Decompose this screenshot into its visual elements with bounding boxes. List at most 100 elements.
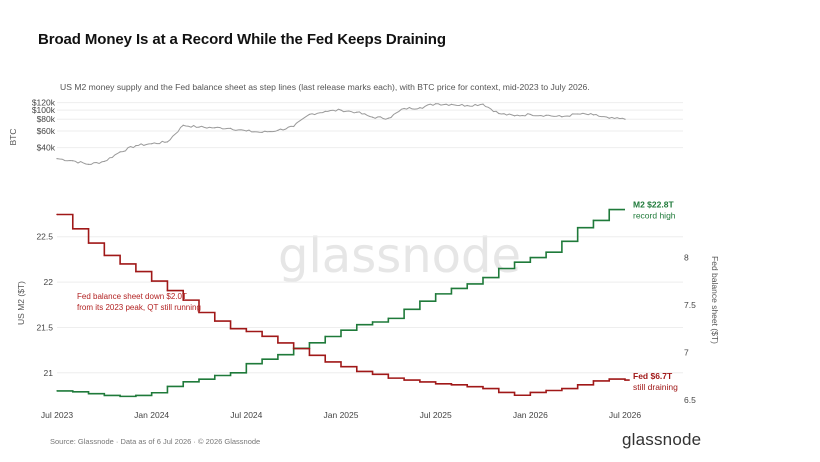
m2-tick-label: 21.5 [36,322,53,332]
x-tick-label: Jan 2026 [513,410,548,420]
fed-tick-label: 7 [684,347,689,357]
btc-point [56,158,58,160]
btc-point [450,103,453,106]
fed-point [340,366,342,368]
m2-point [419,300,421,302]
fed-point [150,280,153,282]
m2-tick-label: 22.5 [36,232,53,242]
m2-tick-label: 22 [44,277,54,287]
fed-annotation-line2: from its 2023 peak, QT still running [77,303,201,312]
btc-axis-title: BTC [8,129,18,146]
fed-point [450,384,453,386]
m2-point [466,283,468,285]
btc-point [545,114,547,116]
fed-point [198,311,200,314]
btc-point [466,104,468,107]
btc-point [166,141,169,143]
m2-point [150,392,153,394]
series-layer [56,103,630,398]
x-tick-label: Jan 2025 [324,410,359,420]
btc-point [387,117,389,119]
fed-end-label: Fed $6.7T [633,371,673,381]
x-tick-label: Jul 2026 [609,410,641,420]
fed-tick-label: 7.5 [684,300,696,310]
fed-step-line [57,213,630,397]
m2-point [166,385,169,388]
chart-subtitle: US M2 money supply and the Fed balance s… [60,82,590,92]
m2-point [561,240,563,242]
fed-point [277,342,279,344]
btc-point [198,126,200,128]
btc-point [214,127,216,129]
btc-price-line [56,103,626,165]
btc-point [277,129,279,131]
btc-tick-label: $60k [37,126,56,136]
m2-end-note: record high [633,211,676,221]
btc-point [119,151,121,153]
btc-point [135,144,137,147]
fed-point [434,383,437,385]
grid-lines [57,102,683,374]
fed-point [561,387,563,390]
m2-axis-title: US M2 ($T) [16,281,26,325]
btc-point [592,114,595,116]
btc-point [72,160,74,162]
m2-point [56,390,58,392]
m2-point [545,251,547,253]
fed-point [403,379,405,381]
fed-point [466,385,468,388]
page-title: Broad Money Is at a Record While the Fed… [38,31,446,48]
btc-tick-label: $120k [32,98,56,108]
fed-point [513,394,516,396]
m2-point [261,358,263,360]
fed-point [166,289,169,292]
source-note: Source: Glassnode · Data as of 6 Jul 202… [50,437,261,446]
btc-point [624,118,626,120]
fed-point [529,391,532,394]
m2-point [119,395,121,398]
x-axis: Jul 2023 Jan 2024 Jul 2024 Jan 2025 Jul 2025… [41,410,641,420]
fed-point [545,389,547,392]
btc-point [340,109,342,111]
fed-point [214,320,216,322]
m2-point [576,226,579,229]
m2-point [592,219,595,222]
fed-tick-label: 8 [684,252,689,262]
fed-tick-label: 6.5 [684,395,696,405]
m2-point [482,276,484,279]
fed-point [498,391,500,394]
btc-tick-label: $80k [37,114,56,124]
m2-point [277,353,279,356]
fed-point [608,378,610,380]
btc-point [498,112,500,115]
btc-point [561,116,563,118]
x-tick-label: Jul 2024 [230,410,262,420]
btc-point [371,116,374,118]
btc-point [356,111,358,113]
btc-y-axis: $40k $60k $80k$100k$120k BTC [8,98,56,153]
m2-point [450,287,453,290]
m2-point [387,317,390,320]
btc-point [87,163,90,165]
m2-point [198,378,200,380]
m2-point [403,308,405,311]
m2-tick-label: 21 [44,368,54,378]
btc-point [261,131,263,133]
fed-point [624,379,626,381]
m2-point [529,256,532,259]
btc-point [529,113,531,116]
fed-axis-title: Fed balance sheet ($T) [710,256,720,344]
m2-point [229,372,232,374]
fed-point [245,330,248,333]
fed-point [72,228,74,230]
m2-point [135,394,137,397]
btc-point [419,107,421,109]
fed-point [356,370,358,373]
x-tick-label: Jan 2024 [134,410,169,420]
fed-annotation-line1: Fed balance sheet down $2.0T [77,292,187,301]
m2-point [608,208,610,211]
btc-point [435,103,437,105]
fed-point [482,387,484,390]
